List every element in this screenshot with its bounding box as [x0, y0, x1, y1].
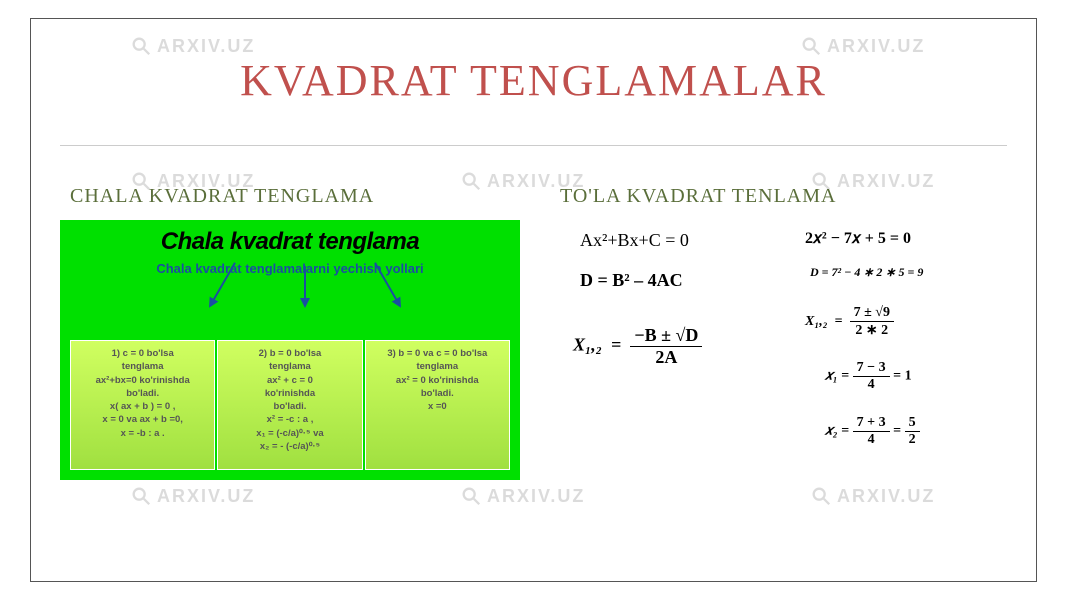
example-x1: 𝑥₁ = 7 − 3 4 = 1 — [825, 360, 912, 393]
main-title: KVADRAT TENGLAMALAR — [0, 55, 1067, 106]
chala-subtitle: Chala kvadrat tenglamalarni yechish yoll… — [60, 261, 520, 276]
x-formula: X₁,₂ = −B ± √D 2A — [573, 325, 702, 368]
case-1: 1) c = 0 bo'lsatenglamaax²+bx=0 ko'rinis… — [70, 340, 215, 470]
x1-num: 7 − 3 — [853, 360, 890, 377]
subtitle-left: CHALA KVADRAT TENGLAMA — [70, 185, 374, 208]
chala-title: Chala kvadrat tenglama — [60, 220, 520, 256]
arrows-group — [60, 285, 520, 335]
case-2: 2) b = 0 bo'lsatenglamaax² + c = 0ko'rin… — [217, 340, 362, 470]
x12-num: 7 ± √9 — [850, 305, 894, 322]
example-x2: 𝑥₂ = 7 + 3 4 = 5 2 — [825, 415, 920, 448]
example-d: D = 7² − 4 ∗ 2 ∗ 5 = 9 — [810, 265, 923, 280]
x-numerator: −B ± √D — [630, 325, 702, 347]
tola-panel: Ax²+Bx+C = 0 D = B² – 4AC X₁,₂ = −B ± √D… — [555, 220, 1000, 480]
general-form: Ax²+Bx+C = 0 — [580, 230, 689, 251]
subtitle-right: TO'LA KVADRAT TENLAMA — [560, 185, 836, 208]
chala-panel: Chala kvadrat tenglama Chala kvadrat ten… — [60, 220, 520, 480]
x12-label: X₁,₂ — [805, 314, 828, 329]
x2-result-den: 2 — [905, 432, 920, 448]
x2-num: 7 + 3 — [853, 415, 890, 432]
example-x12: X₁,₂ = 7 ± √9 2 ∗ 2 — [805, 305, 894, 339]
x1-den: 4 — [853, 377, 890, 393]
arrow-icon — [304, 266, 306, 306]
case-3: 3) b = 0 va c = 0 bo'lsatenglamaax² = 0 … — [365, 340, 510, 470]
x1-label: 𝑥₁ — [825, 369, 838, 384]
x1-result: 1 — [905, 369, 912, 384]
cases-row: 1) c = 0 bo'lsatenglamaax²+bx=0 ko'rinis… — [70, 340, 510, 470]
x2-label: 𝑥₂ — [825, 424, 838, 439]
x2-result-num: 5 — [905, 415, 920, 432]
divider-line — [60, 145, 1007, 146]
discriminant-formula: D = B² – 4AC — [580, 270, 683, 291]
x-label: X₁,₂ — [573, 335, 602, 355]
x2-den: 4 — [853, 432, 890, 448]
x12-den: 2 ∗ 2 — [850, 322, 894, 339]
example-equation: 2𝑥² − 7𝑥 + 5 = 0 — [805, 230, 911, 248]
x-denominator: 2A — [630, 347, 702, 368]
